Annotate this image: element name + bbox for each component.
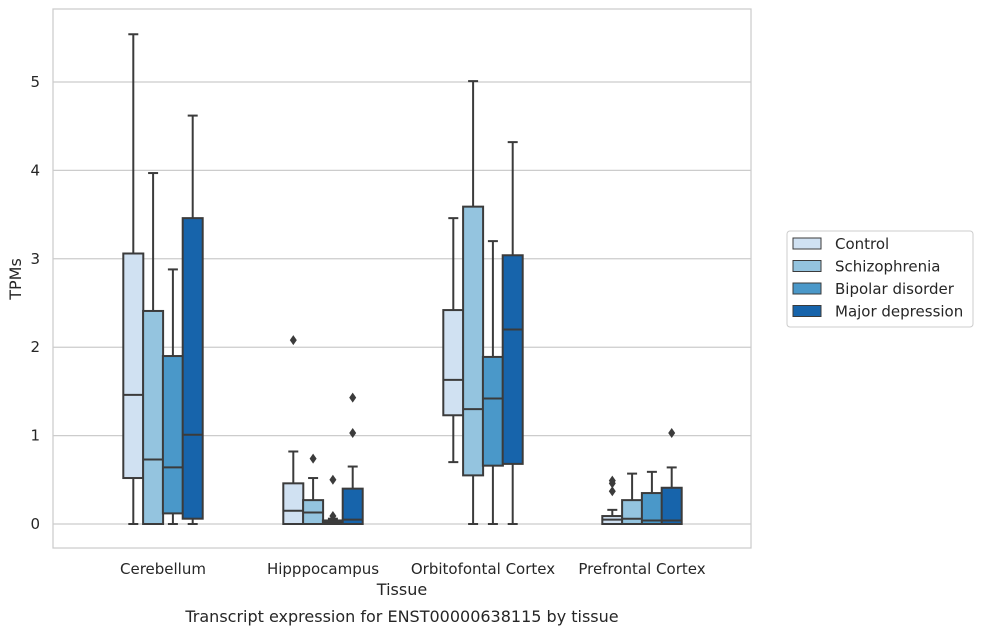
box-iqr [462, 205, 485, 477]
y-tick-label: 2 [30, 338, 40, 356]
outlier-point [289, 335, 297, 346]
y-tick-label: 5 [30, 73, 40, 91]
outlier-point [668, 427, 676, 438]
outlier-point [349, 392, 357, 403]
box-3-3 [660, 427, 683, 526]
x-tick-label: Orbitofontal Cortex [411, 560, 555, 578]
box-iqr [640, 492, 663, 525]
box-1-1 [302, 453, 325, 525]
box-iqr [341, 487, 364, 526]
outlier-point [349, 427, 357, 438]
legend-label: Major depression [835, 303, 963, 321]
legend: Control Schizophrenia Bipolar disorder Majo… [786, 230, 974, 328]
outlier-point [329, 511, 337, 522]
x-tick-label: Hipppocampus [267, 560, 379, 578]
outlier-point [309, 453, 317, 464]
legend-swatch [792, 260, 822, 272]
y-tick-label: 1 [30, 427, 40, 445]
box-iqr [621, 499, 644, 525]
x-axis-ticks: Cerebellum Hipppocampus Orbitofontal Corte… [120, 560, 706, 578]
box-iqr [481, 355, 504, 467]
outlier-point [608, 486, 616, 497]
legend-label: Control [835, 235, 889, 253]
legend-label: Schizophrenia [835, 258, 940, 276]
box-iqr [122, 252, 145, 480]
legend-swatch [792, 282, 822, 295]
box-0-3 [601, 475, 624, 526]
chart-caption: Transcript expression for ENST0000063811… [184, 607, 618, 626]
box-3-2 [501, 141, 524, 525]
y-tick-label: 0 [30, 515, 40, 533]
box-1-3 [621, 472, 644, 525]
box-3-1 [341, 392, 364, 526]
legend-frame [786, 230, 974, 328]
x-tick-label: Prefrontal Cortex [578, 560, 705, 578]
box-iqr [181, 217, 204, 520]
plot-frame [52, 8, 752, 549]
box-2-2 [481, 240, 504, 525]
y-tick-label: 4 [30, 161, 40, 179]
y-tick-label: 3 [30, 250, 40, 268]
box-0-0 [122, 33, 145, 525]
y-axis-ticks: 0 1 2 3 4 5 [30, 73, 40, 533]
y-axis-label: TPMs [6, 258, 25, 301]
box-1-2 [462, 80, 485, 525]
x-axis-label: Tissue [376, 580, 427, 599]
box-3-0 [181, 114, 204, 525]
box-iqr [142, 309, 165, 525]
box-0-2 [442, 217, 465, 464]
box-iqr [501, 254, 524, 465]
box-2-0 [161, 268, 184, 525]
box-2-1 [321, 474, 344, 525]
legend-swatch [792, 237, 822, 250]
box-1-0 [142, 172, 165, 525]
box-iqr [161, 355, 184, 515]
x-tick-label: Cerebellum [120, 560, 206, 578]
box-0-1 [282, 335, 305, 525]
outlier-point [608, 475, 616, 486]
box-iqr [282, 482, 305, 525]
box-iqr [660, 486, 683, 526]
box-2-3 [640, 470, 663, 525]
box-plot-area [122, 33, 683, 526]
legend-swatch [792, 305, 822, 317]
outlier-point [329, 474, 337, 485]
box-iqr [442, 309, 465, 417]
legend-label: Bipolar disorder [835, 280, 955, 298]
